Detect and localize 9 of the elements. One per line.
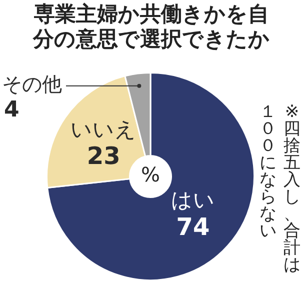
text: % bbox=[140, 162, 160, 187]
data-label: 23 bbox=[86, 142, 120, 170]
slice-label: はい bbox=[170, 188, 215, 212]
slice-label: その他 bbox=[2, 72, 62, 96]
data-label: 74 bbox=[176, 212, 210, 241]
slice-label: いいえ bbox=[70, 117, 137, 142]
data-label: 4 bbox=[4, 98, 20, 123]
chart-title: 専業主婦か共働きかを自分の意思で選択できたか bbox=[32, 2, 271, 52]
text: ※四捨五入し、合計は１００にならない bbox=[260, 102, 300, 275]
